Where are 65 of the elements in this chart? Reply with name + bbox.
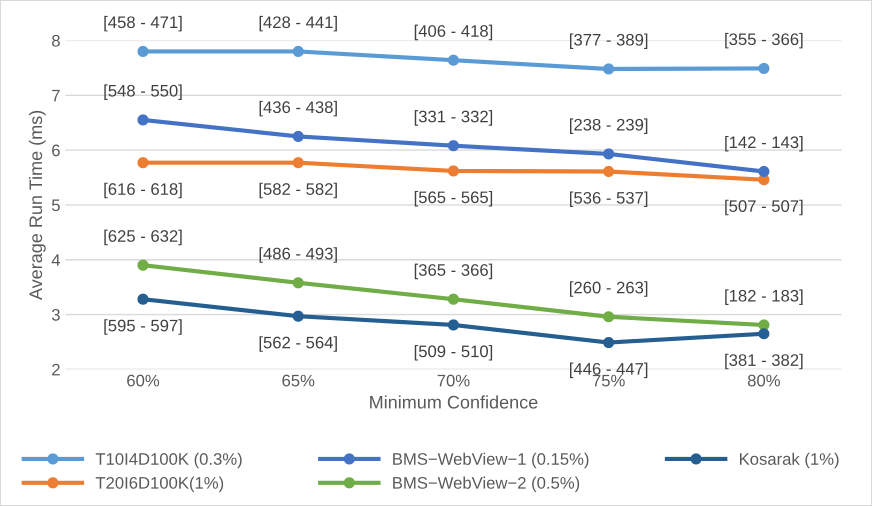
- point: [758, 328, 770, 340]
- annotation: [381 - 382]: [725, 354, 803, 370]
- x-tick-label: 65%: [282, 374, 314, 386]
- point: [448, 319, 459, 331]
- annotation: [238 - 239]: [570, 118, 648, 134]
- point: [758, 166, 770, 178]
- annotation: [486 - 493]: [260, 247, 337, 263]
- point: [448, 54, 459, 66]
- y-tick-label: 5: [52, 200, 60, 212]
- point: [603, 166, 614, 178]
- annotation: [260 - 263]: [570, 281, 648, 297]
- y-tick-label: 2: [52, 364, 60, 376]
- y-tick-label: 8: [52, 34, 60, 47]
- point: [292, 130, 304, 142]
- annotation: [616 - 618]: [104, 182, 182, 198]
- point: [137, 294, 149, 305]
- annotation: [182 - 183]: [725, 289, 803, 305]
- annotation: [331 - 332]: [414, 110, 492, 126]
- legend-label: Kosarak (1%): [740, 452, 839, 468]
- point: [448, 165, 459, 176]
- x-tick-label: 70%: [438, 374, 470, 386]
- annotation: [565 - 565]: [414, 190, 492, 206]
- annotation: [355 - 366]: [725, 32, 803, 48]
- point: [448, 140, 459, 152]
- y-tick-label: 3: [52, 308, 60, 321]
- annotation: [536 - 537]: [570, 192, 648, 208]
- point: [292, 46, 304, 57]
- point: [137, 114, 149, 126]
- point: [448, 294, 459, 305]
- point: [292, 157, 304, 168]
- annotation: [562 - 564]: [260, 336, 337, 352]
- annotation: [436 - 438]: [260, 100, 337, 116]
- annotation: [595 - 597]: [104, 319, 182, 335]
- annotation: [458 - 471]: [104, 16, 182, 32]
- legend-label: T20I6D100K(1%): [96, 476, 224, 492]
- point: [603, 63, 614, 75]
- annotation: [365 - 366]: [414, 264, 492, 280]
- y-tick-label: 7: [52, 90, 60, 102]
- legend-label: BMS−WebView−1 (0.15%): [393, 452, 588, 468]
- point: [137, 260, 149, 271]
- x-axis-title: Minimum Confidence: [370, 395, 538, 409]
- point: [758, 62, 770, 74]
- x-tick-label: 80%: [748, 374, 780, 386]
- point: [292, 277, 304, 288]
- point: [137, 46, 149, 57]
- annotation: [548 - 550]: [104, 84, 182, 100]
- y-tick-label: 4: [52, 254, 60, 266]
- annotation: [509 - 510]: [414, 344, 492, 361]
- y-tick-label: 6: [52, 144, 60, 156]
- y-axis-title: Average Run Time (ms): [28, 110, 46, 300]
- point: [603, 336, 614, 348]
- annotation: [582 - 582]: [260, 182, 337, 198]
- annotation: [142 - 143]: [725, 136, 803, 152]
- annotation: [406 - 418]: [414, 24, 492, 40]
- legend-label: BMS−WebView−2 (0.5%): [393, 476, 580, 492]
- annotation: [377 - 389]: [570, 33, 648, 49]
- annotation: [625 - 632]: [104, 230, 182, 246]
- x-tick-label: 60%: [127, 374, 160, 386]
- annotation: [507 - 507]: [725, 200, 803, 216]
- point: [292, 310, 304, 322]
- point: [603, 148, 614, 160]
- point: [603, 311, 614, 322]
- point: [137, 157, 149, 168]
- annotation: [428 - 441]: [260, 16, 337, 32]
- legend-label: T10I4D100K (0.3%): [96, 452, 242, 468]
